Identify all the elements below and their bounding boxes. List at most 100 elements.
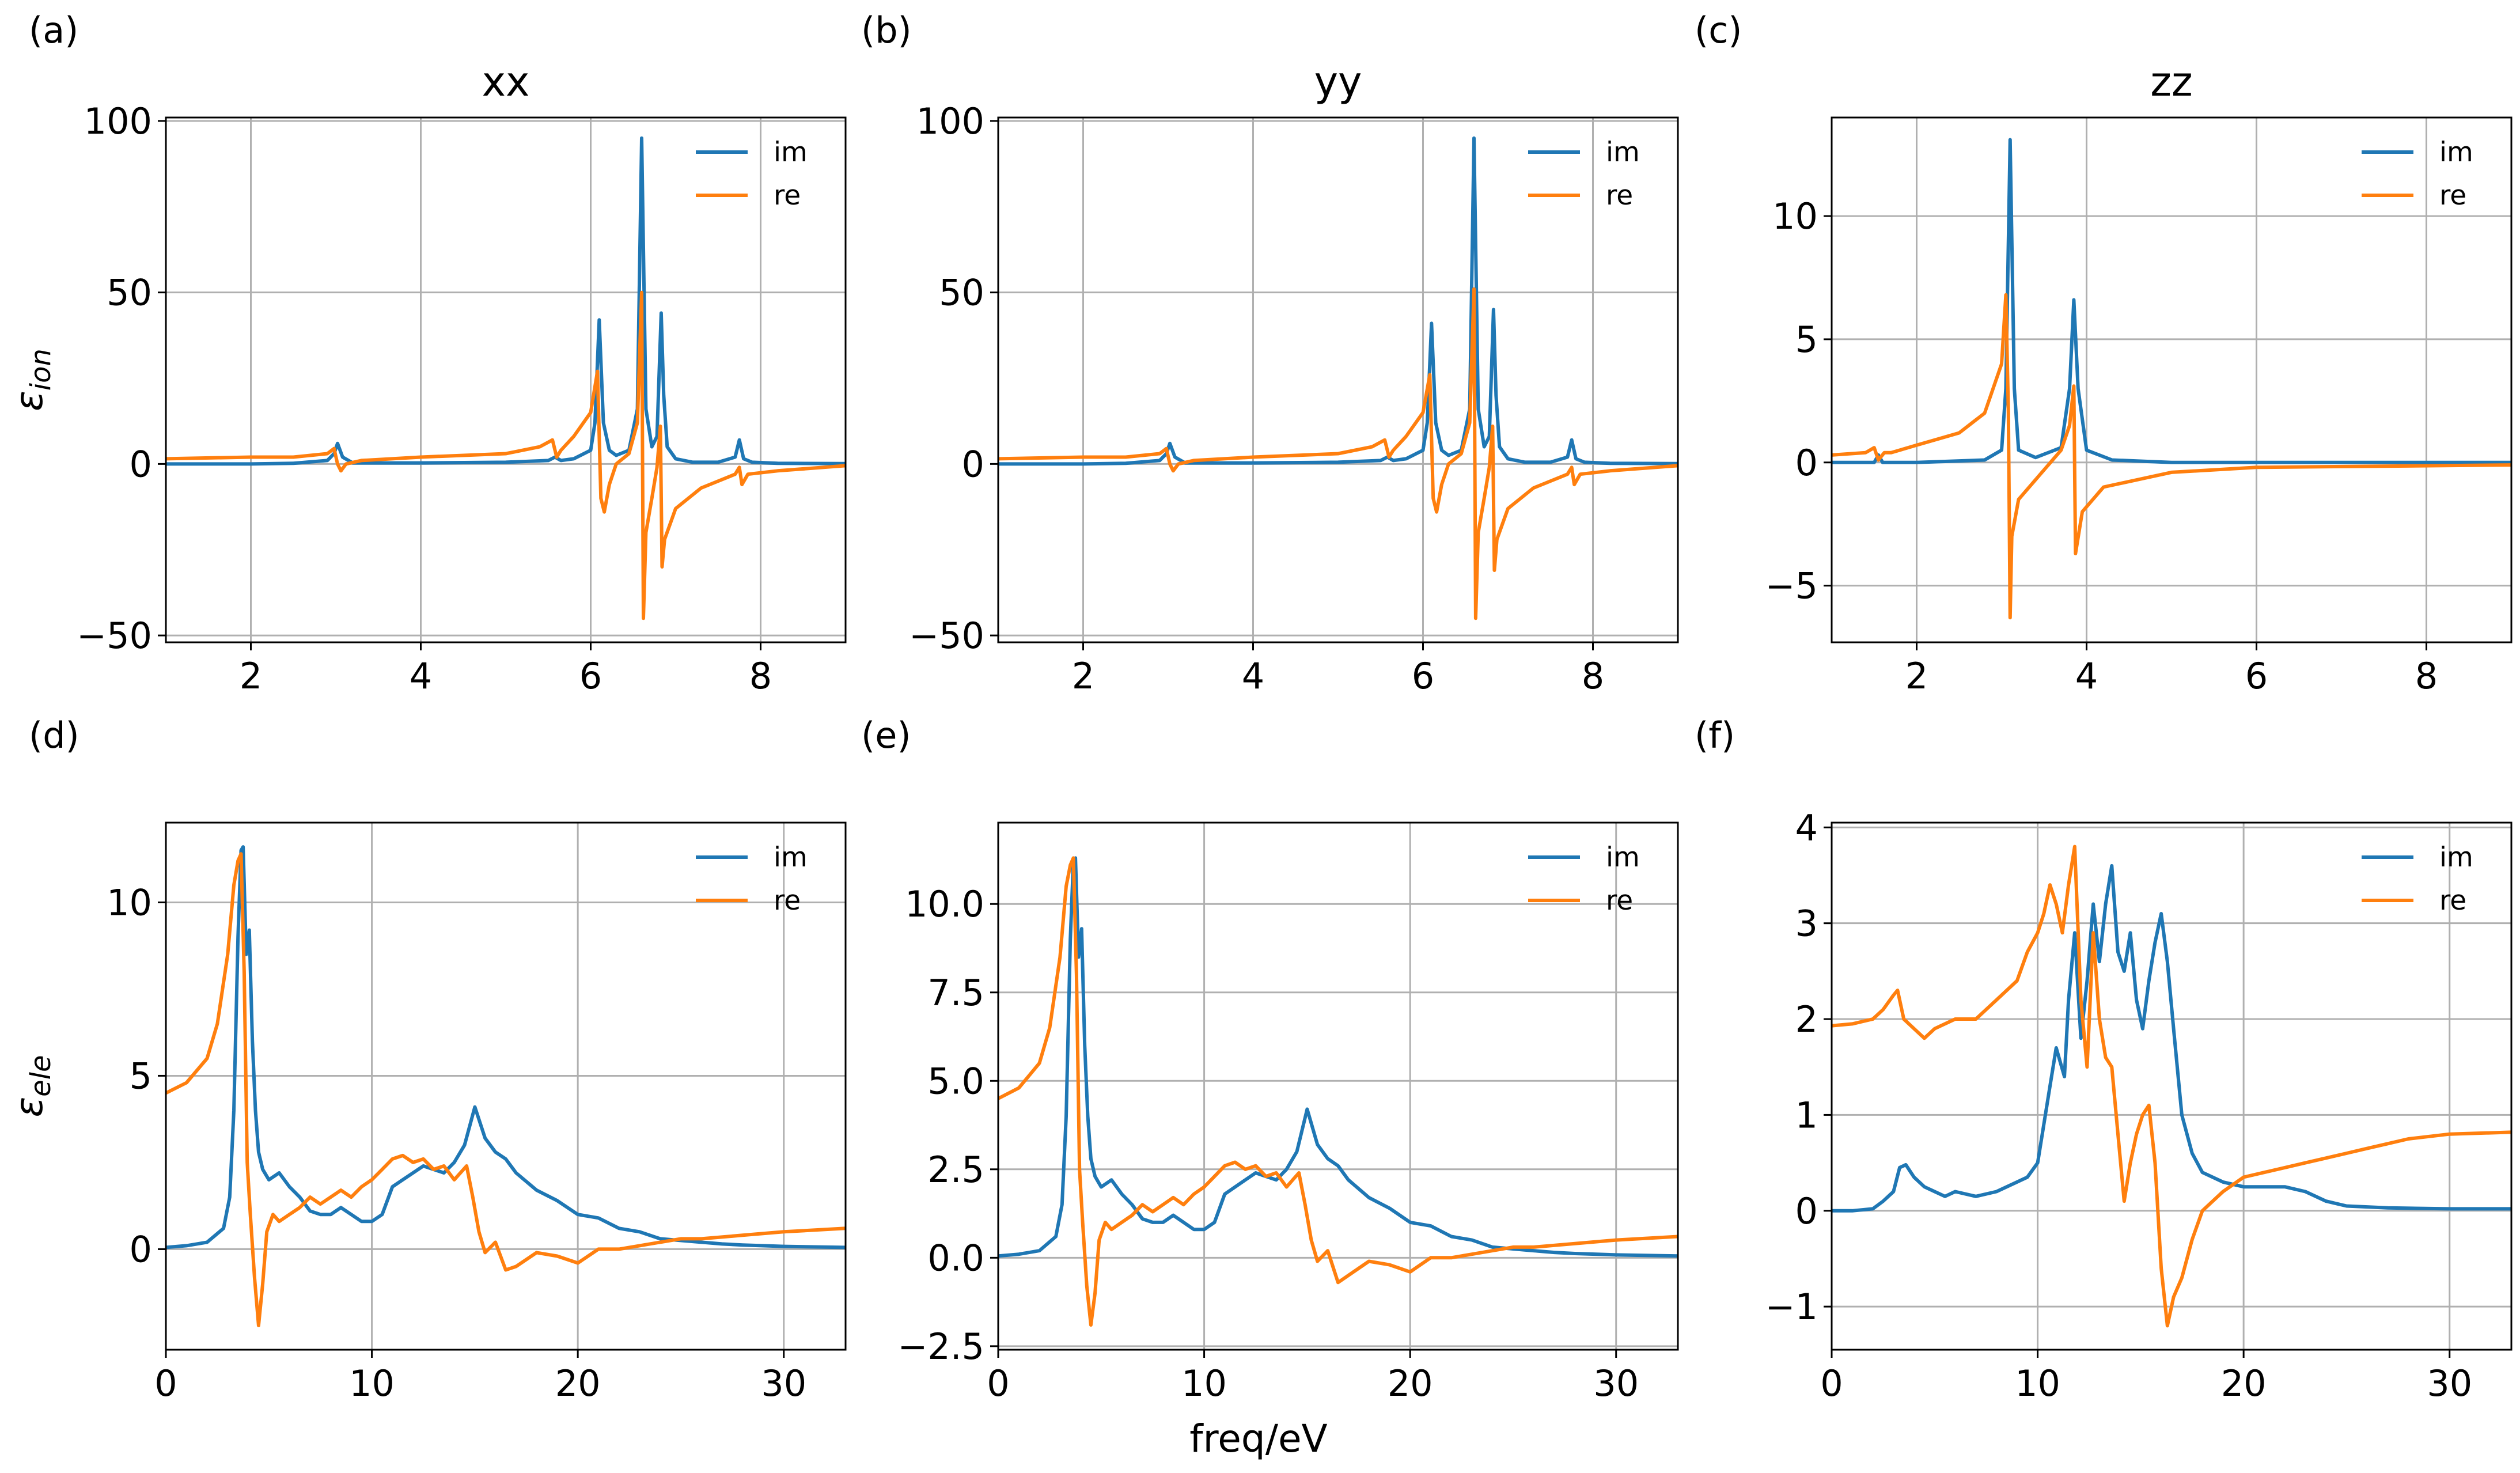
plot-frame [997,116,1679,643]
y-tick-label: 2 [1795,998,1818,1040]
x-tick-label: 10 [1181,1362,1227,1404]
series-group [998,136,1678,620]
x-tick-label: 30 [761,1362,806,1404]
series-line-re [1832,845,2511,1328]
y-tick-label: 0 [962,443,984,485]
y-tick-label: −5 [1765,565,1818,607]
plot-frame [1831,821,2513,1351]
panel-b: 2 4 6 8 −50 0 50 100 (b) yy im re [861,9,1679,697]
panel-c: 2 4 6 8 −5 0 5 10 (c) zz im re [1695,9,2513,697]
x-tick-label: 2 [1072,655,1094,697]
y-tick-label: 5 [1795,319,1818,361]
x-tick-label: 8 [1582,655,1604,697]
series-group [998,856,1678,1327]
plot-frame [165,821,847,1351]
y-tick-label: 100 [84,100,152,142]
y-tick-label: −1 [1765,1286,1818,1328]
legend-label-re: re [1606,885,1633,917]
y-tick-label: 0 [1795,1190,1818,1232]
series-line-re [166,290,846,620]
series-group [166,845,846,1327]
y-tick-label: 1 [1795,1094,1818,1136]
legend-label-re: re [1606,180,1633,211]
x-tick-label: 6 [2245,655,2268,697]
legend-label-im: im [774,842,808,873]
y-tick-label: 100 [916,100,984,142]
y-tick-label: 7.5 [927,972,984,1014]
panel-d: 0 10 20 30 0 5 10 (d) εele im re [7,714,847,1404]
y-tick-label: 4 [1795,806,1818,849]
panel-letter: (c) [1695,9,1742,51]
y-tick-label: 3 [1795,903,1818,945]
panel-title: yy [1314,58,1362,105]
legend-label-im: im [1606,842,1640,873]
plot-frame [165,116,847,643]
series-line-im [998,136,1678,466]
panel-letter: (a) [29,9,78,51]
x-tick-label: 30 [1593,1362,1639,1404]
y-tick-label: 5 [130,1055,152,1097]
series-line-re [1832,293,2511,620]
y-axis-label-subscript: ele [25,1055,57,1096]
y-axis-label-symbol: ε [7,1097,51,1118]
panel-e: 0 10 20 30 −2.5 0.0 2.5 5.0 7.5 10.0 (e) im re [861,714,1679,1404]
series-line-im [998,856,1678,1258]
x-tick-label: 0 [154,1362,177,1404]
series-line-im [166,136,846,466]
series-group [166,136,846,620]
series-line-im [1832,864,2511,1213]
panel-a: 2 4 6 8 −50 0 50 100 (a) xx εion im re [7,9,847,697]
y-tick-label: 10 [1772,195,1818,237]
x-tick-label: 30 [2427,1362,2472,1404]
y-axis-label: εele [7,1055,57,1117]
series-line-re [998,287,1678,620]
x-tick-label: 8 [2415,655,2438,697]
y-tick-label: 0.0 [927,1237,984,1279]
y-axis-label: εion [7,349,57,411]
y-axis-label-subscript: ion [25,349,57,391]
legend-label-im: im [2439,842,2473,873]
figure-x-axis-label: freq/eV [1189,1417,1327,1461]
y-tick-label: 0 [1795,442,1818,484]
legend-label-im: im [774,137,808,168]
y-tick-label: 10.0 [905,883,984,925]
series-line-re [166,852,846,1327]
series-line-im [166,845,846,1249]
x-tick-label: 0 [987,1362,1009,1404]
legend-label-re: re [2439,180,2466,211]
x-tick-label: 20 [1388,1362,1433,1404]
panel-letter: (e) [861,714,911,756]
y-tick-label: −50 [77,615,152,657]
plot-frame [997,821,1679,1351]
x-tick-label: 6 [1412,655,1434,697]
y-tick-label: 50 [939,272,984,314]
legend-label-re: re [774,885,801,917]
legend-label-im: im [1606,137,1640,168]
x-tick-label: 2 [240,655,262,697]
x-tick-label: 20 [555,1362,601,1404]
x-tick-label: 10 [2015,1362,2060,1404]
y-tick-label: 0 [130,443,152,485]
series-group [1832,138,2511,620]
x-tick-label: 10 [349,1362,395,1404]
panel-title: zz [2150,58,2193,105]
x-tick-label: 20 [2221,1362,2267,1404]
y-tick-label: −2.5 [897,1326,984,1368]
x-tick-label: 6 [579,655,602,697]
y-tick-label: 5.0 [927,1060,984,1102]
x-tick-label: 4 [2075,655,2098,697]
legend-label-im: im [2439,137,2473,168]
legend-label-re: re [2439,885,2466,917]
x-tick-label: 2 [1905,655,1928,697]
series-line-re [998,856,1678,1327]
x-tick-label: 4 [410,655,432,697]
y-tick-label: −50 [909,615,984,657]
series-line-im [1832,138,2511,464]
y-tick-label: 0 [130,1228,152,1270]
series-group [1832,845,2511,1328]
panel-letter: (d) [29,714,79,756]
legend-label-re: re [774,180,801,211]
panel-title: xx [482,58,530,105]
